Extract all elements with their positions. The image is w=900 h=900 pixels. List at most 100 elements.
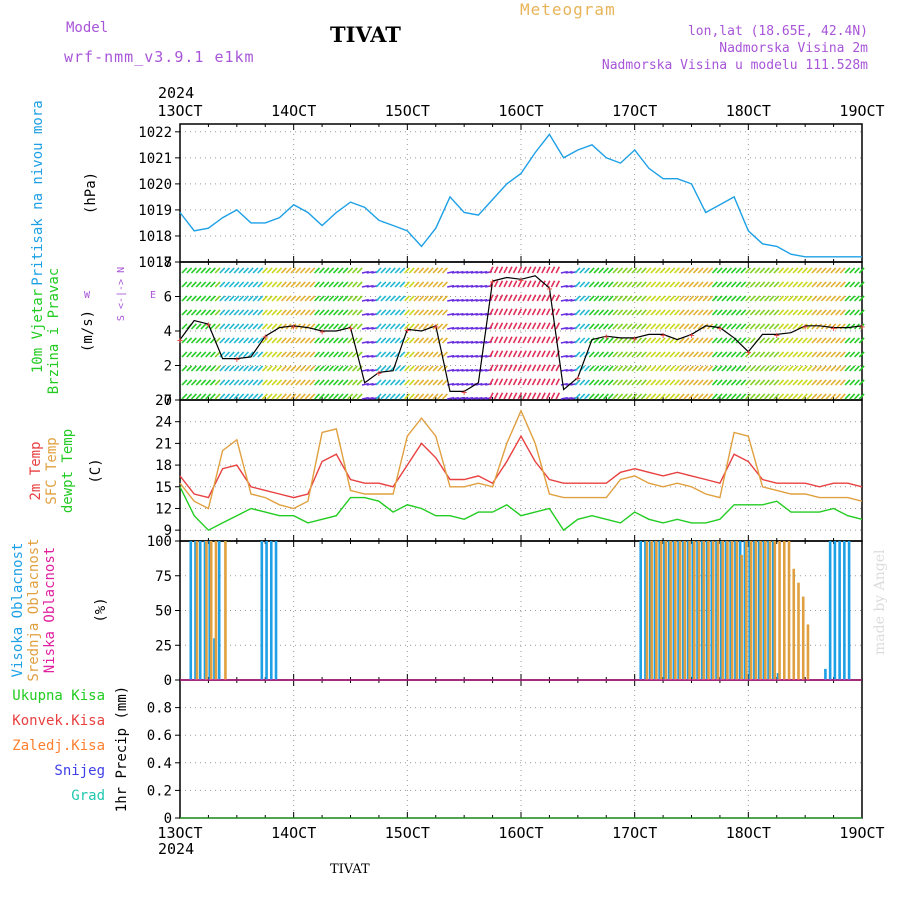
wind-barb bbox=[309, 365, 316, 372]
wind-marker: + bbox=[347, 324, 353, 335]
y-tick-label: 0.4 bbox=[147, 756, 172, 772]
wind-barb bbox=[787, 337, 794, 344]
wind-barb bbox=[224, 365, 231, 372]
wind-barb bbox=[588, 379, 595, 386]
wind-barb bbox=[238, 351, 245, 358]
wind-barb bbox=[328, 281, 335, 288]
wind-barb bbox=[631, 351, 638, 358]
wind-barb bbox=[621, 309, 628, 316]
wind-barb bbox=[588, 281, 595, 288]
wind-barb bbox=[366, 326, 374, 330]
wind-barb bbox=[659, 365, 666, 372]
wind-barb bbox=[261, 295, 268, 302]
wind-barb bbox=[209, 323, 216, 330]
wind-barb bbox=[565, 312, 573, 316]
wind-barb bbox=[849, 365, 856, 372]
wind-barb bbox=[517, 280, 523, 288]
wind-barb bbox=[735, 365, 742, 372]
wind-marker: + bbox=[745, 348, 751, 359]
wind-barb bbox=[593, 379, 600, 386]
wind-barb bbox=[351, 309, 358, 316]
wind-barb bbox=[612, 337, 619, 344]
wind-barb bbox=[782, 267, 789, 274]
wind-barb bbox=[181, 337, 188, 344]
wind-barb bbox=[247, 379, 254, 386]
wind-barb bbox=[413, 281, 420, 288]
model-elevation-info: Nadmorska Visina u modelu 111.528m bbox=[601, 58, 868, 73]
wind-barb bbox=[801, 393, 808, 400]
wind-barb bbox=[280, 309, 287, 316]
cloud-bar bbox=[707, 541, 710, 680]
wind-barb bbox=[280, 379, 287, 386]
wind-barb bbox=[754, 379, 761, 386]
wind-barb bbox=[233, 337, 240, 344]
cloud-bar bbox=[767, 541, 770, 680]
wind-barb bbox=[508, 378, 513, 386]
wind-barb bbox=[332, 281, 340, 288]
wind-barb bbox=[195, 267, 202, 274]
wind-barb bbox=[536, 378, 542, 386]
wind-barb bbox=[242, 351, 250, 358]
wind-barb bbox=[503, 350, 508, 358]
wind-barb bbox=[347, 393, 354, 400]
wind-marker: + bbox=[831, 324, 837, 335]
wind-barb bbox=[858, 323, 865, 330]
wind-barb bbox=[787, 323, 794, 330]
wind-barb bbox=[636, 337, 643, 344]
wind-barb bbox=[541, 350, 546, 358]
wind-barb bbox=[280, 267, 287, 274]
precip-unit: 1hr Precip (mm) bbox=[114, 686, 130, 812]
wind-barb bbox=[617, 309, 624, 316]
wind-barb bbox=[531, 322, 537, 330]
wind-barb bbox=[512, 392, 518, 400]
wind-barb bbox=[853, 351, 860, 358]
wind-barb bbox=[621, 337, 628, 344]
wind-barb bbox=[266, 281, 273, 288]
wind-barb bbox=[588, 295, 595, 302]
wind-barb bbox=[304, 379, 311, 386]
wind-barb bbox=[565, 368, 573, 372]
wind-barb bbox=[508, 336, 513, 344]
wind-barb bbox=[801, 337, 808, 344]
wind-barb bbox=[323, 365, 330, 372]
wind-barb bbox=[475, 340, 483, 344]
wind-barb bbox=[683, 295, 690, 302]
wind-barb bbox=[271, 267, 278, 274]
cloud-bar bbox=[710, 541, 714, 680]
wind-barb bbox=[195, 351, 202, 358]
wind-barb bbox=[721, 295, 728, 302]
wind-barb bbox=[555, 364, 561, 372]
wind-barb bbox=[636, 393, 643, 400]
wind-barb bbox=[271, 323, 278, 330]
wind-barb bbox=[598, 281, 605, 288]
wind-barb bbox=[640, 337, 647, 344]
y-tick-label: 24 bbox=[155, 415, 172, 431]
wind-barb bbox=[309, 295, 316, 302]
wind-barb bbox=[466, 312, 474, 316]
wind-barb bbox=[252, 337, 259, 344]
wind-barb bbox=[290, 351, 297, 358]
wind-barb bbox=[437, 379, 444, 386]
wind-barb bbox=[285, 309, 292, 316]
wind-barb bbox=[602, 351, 609, 358]
wind-barb bbox=[787, 295, 794, 302]
wind-barb bbox=[726, 337, 733, 344]
wind-barb bbox=[560, 326, 568, 330]
wind-barb bbox=[299, 393, 306, 400]
wind-barb bbox=[768, 281, 775, 288]
wind-barb bbox=[276, 267, 283, 274]
cloud-bar bbox=[203, 541, 207, 680]
wind-barb bbox=[636, 323, 643, 330]
wind-barb bbox=[626, 323, 633, 330]
wind-barb bbox=[195, 281, 202, 288]
wind-barb bbox=[247, 337, 254, 344]
wind-barb bbox=[209, 295, 216, 302]
wind-barb bbox=[228, 379, 235, 386]
wind-barb bbox=[380, 281, 387, 288]
y-tick-label: 1019 bbox=[138, 203, 172, 219]
wind-barb bbox=[792, 295, 799, 302]
wind-barb bbox=[366, 298, 374, 302]
wind-barb bbox=[342, 309, 349, 316]
wind-barb bbox=[356, 267, 363, 274]
